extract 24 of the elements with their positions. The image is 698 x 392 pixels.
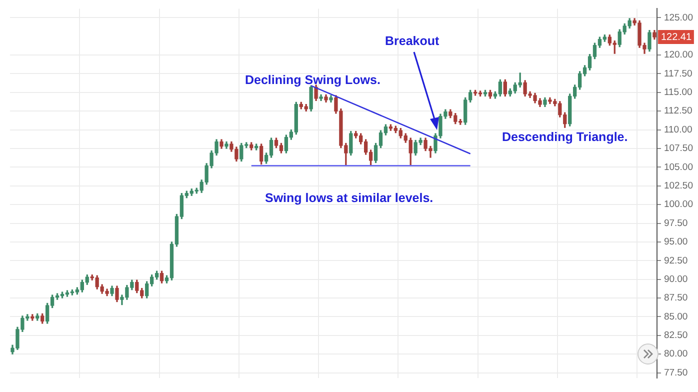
y-tick-label: 100.00	[664, 199, 694, 210]
y-tick-label: 110.00	[664, 124, 692, 136]
y-tick-label: 90.00	[664, 274, 688, 285]
y-tick-label: 120.00	[664, 50, 694, 61]
y-tick-label: 80.00	[664, 348, 688, 360]
y-tick-label: 77.50	[664, 367, 688, 378]
y-tick-label: 85.00	[664, 311, 688, 322]
annotation: 122.41	[660, 32, 692, 43]
annotation: Breakout	[385, 34, 440, 48]
y-tick-label: 82.50	[664, 330, 688, 342]
annotation: Swing lows at similar levels.	[265, 191, 434, 205]
y-tick-label: 105.00	[664, 162, 694, 173]
y-tick-label: 97.50	[664, 218, 688, 229]
y-tick-label: 102.50	[664, 180, 694, 192]
y-tick-label: 107.50	[664, 143, 694, 154]
y-tick-label: 125.00	[664, 12, 694, 24]
y-tick-label: 87.50	[664, 292, 688, 304]
y-tick-label: 115.00	[664, 87, 692, 98]
y-tick-label: 95.00	[664, 236, 688, 248]
y-tick-label: 112.50	[664, 106, 692, 117]
annotation: Descending Triangle.	[502, 130, 628, 144]
y-tick-label: 117.50	[664, 68, 692, 80]
y-tick-label: 92.50	[664, 255, 688, 266]
annotation: Declining Swing Lows.	[245, 73, 380, 87]
